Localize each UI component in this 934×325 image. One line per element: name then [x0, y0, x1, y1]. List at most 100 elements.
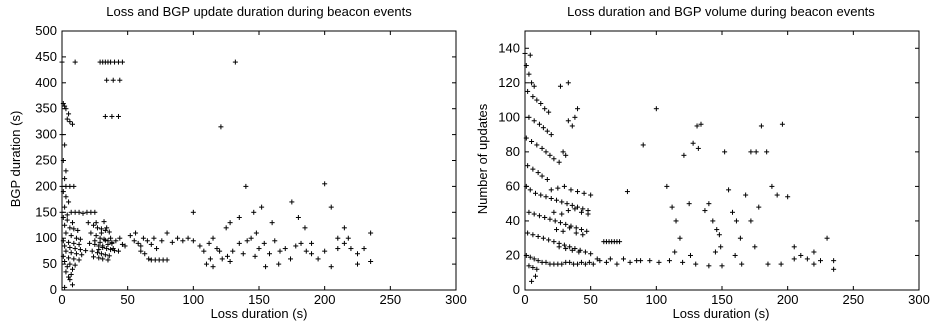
data-point: [97, 239, 103, 245]
data-point: [561, 183, 567, 189]
x-tick-label: 150: [711, 292, 733, 307]
x-tick-label: 300: [908, 292, 930, 307]
data-point: [531, 256, 537, 262]
data-point: [261, 240, 267, 246]
data-point: [117, 235, 123, 241]
x-axis-label: Loss duration (s): [673, 306, 770, 321]
data-point: [98, 251, 104, 257]
data-point: [102, 252, 108, 258]
y-axis-label: Number of updates: [475, 103, 490, 214]
data-point: [89, 248, 95, 254]
x-ticks: 0 50 100 150 200 250 300: [521, 31, 930, 307]
y-tick-label: 60: [506, 178, 520, 193]
data-point: [564, 201, 570, 207]
data-point: [607, 256, 613, 262]
data-point: [71, 256, 77, 262]
data-point: [104, 246, 110, 252]
data-point: [748, 149, 754, 155]
data-point: [624, 189, 630, 195]
data-point: [538, 192, 544, 198]
data-point: [526, 71, 532, 77]
data-point: [551, 209, 557, 215]
data-point: [539, 145, 545, 151]
x-tick-label: 50: [583, 292, 597, 307]
data-point: [131, 238, 137, 244]
data-point: [63, 230, 69, 236]
data-point: [302, 225, 308, 231]
data-point: [140, 235, 146, 241]
data-point: [706, 201, 712, 207]
data-point: [144, 238, 150, 244]
data-point: [752, 244, 758, 250]
data-point: [548, 187, 554, 193]
data-point: [544, 128, 550, 134]
chart-loss-vs-update-count: Loss duration and BGP volume during beac…: [475, 4, 930, 321]
data-point: [527, 254, 533, 260]
data-point: [154, 246, 160, 252]
data-point: [60, 253, 66, 259]
data-point: [543, 149, 549, 155]
data-point: [529, 80, 535, 86]
data-point: [298, 240, 304, 246]
data-point: [110, 77, 116, 83]
y-ticks: 0 20 40 60 80 100 120 140: [498, 40, 919, 297]
data-point: [531, 211, 537, 217]
data-point: [546, 109, 552, 115]
data-point: [92, 209, 98, 215]
data-point: [62, 204, 68, 210]
data-point: [567, 244, 573, 250]
data-point: [67, 277, 73, 283]
data-point: [75, 227, 81, 233]
data-point: [791, 256, 797, 262]
data-point: [565, 118, 571, 124]
data-point: [138, 243, 144, 249]
data-point: [791, 244, 797, 250]
data-point: [556, 244, 562, 250]
data-point: [555, 185, 561, 191]
data-point: [559, 211, 565, 217]
data-point: [355, 261, 360, 267]
data-point: [536, 121, 542, 127]
data-point: [60, 214, 66, 220]
data-point: [259, 204, 265, 210]
data-point: [66, 239, 72, 245]
data-point: [718, 244, 724, 250]
data-point: [133, 230, 139, 236]
data-point: [540, 235, 546, 241]
data-point: [569, 247, 575, 253]
data-point: [68, 233, 74, 239]
data-point: [779, 121, 785, 127]
data-point: [66, 111, 72, 117]
data-point: [533, 273, 539, 279]
data-point: [578, 209, 584, 215]
data-point: [119, 241, 125, 247]
data-point: [538, 101, 544, 107]
data-point: [64, 217, 70, 223]
data-point: [272, 238, 278, 244]
data-point: [341, 225, 347, 231]
data-point: [714, 227, 720, 233]
data-point: [580, 232, 586, 238]
data-point: [638, 258, 644, 264]
data-point: [277, 248, 283, 254]
data-point: [104, 77, 110, 83]
data-point: [669, 204, 675, 210]
data-point: [309, 251, 315, 257]
data-point: [105, 257, 111, 263]
data-point: [303, 248, 309, 254]
data-point: [267, 251, 273, 257]
data-point: [71, 183, 77, 189]
data-point: [60, 238, 66, 244]
data-point: [85, 220, 91, 226]
data-point: [175, 235, 181, 241]
data-point: [96, 255, 102, 261]
data-point: [656, 259, 662, 265]
data-point: [236, 240, 242, 246]
data-point: [530, 232, 536, 238]
data-point: [76, 209, 82, 215]
data-point: [557, 220, 563, 226]
data-point: [557, 83, 563, 89]
data-point: [565, 208, 571, 214]
data-point: [70, 282, 76, 288]
data-point: [110, 246, 116, 252]
